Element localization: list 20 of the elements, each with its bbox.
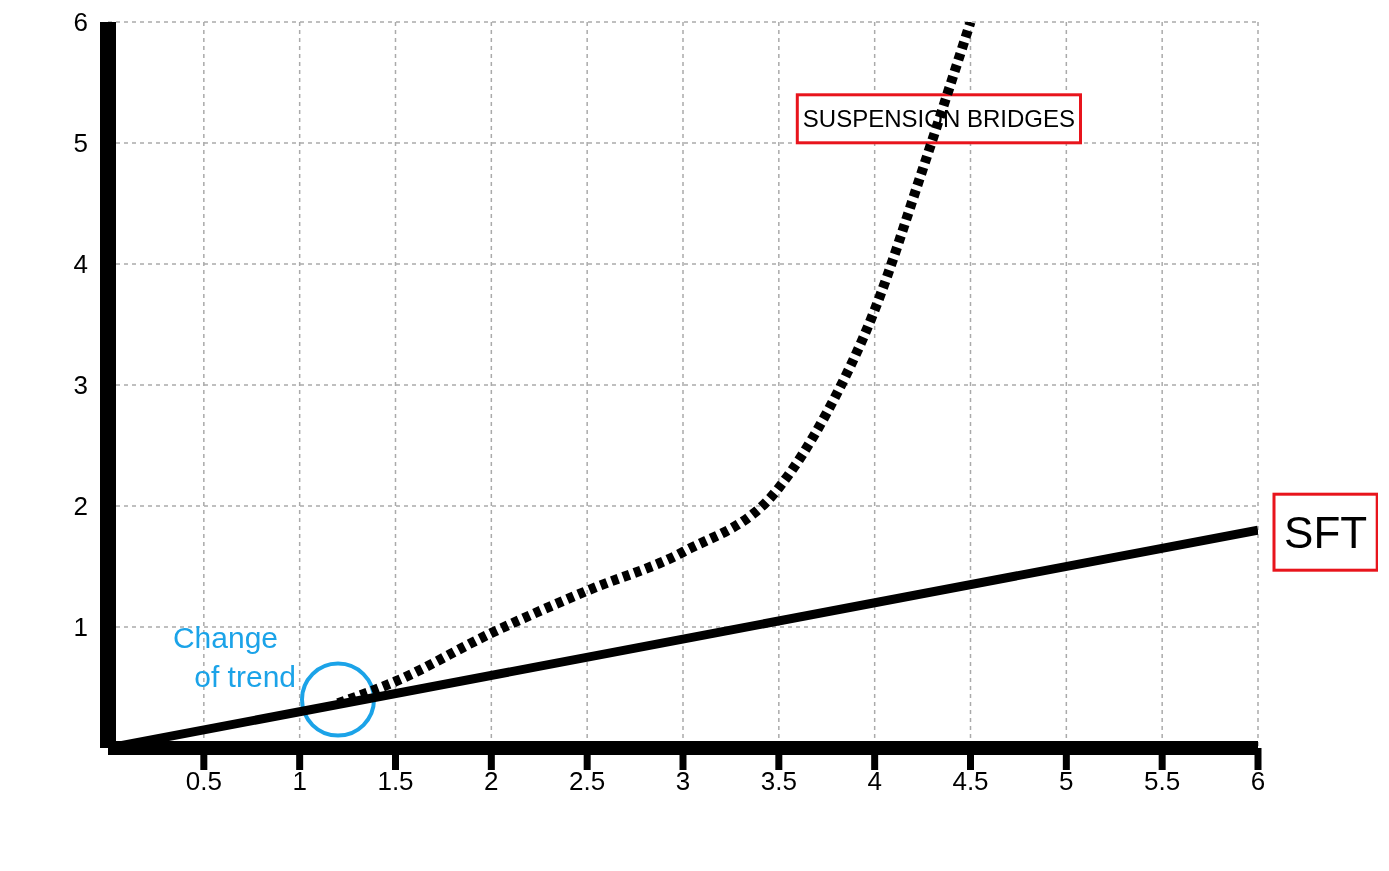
y-tick-label: 6: [73, 7, 88, 38]
x-tick-label: 3.5: [760, 766, 797, 797]
y-tick-label: 5: [73, 128, 88, 159]
x-tick-label: 2: [484, 766, 499, 797]
x-tick-label: 2.5: [569, 766, 606, 797]
x-tick-label: 4: [867, 766, 882, 797]
y-tick-label: 2: [73, 491, 88, 522]
y-tick-label: 4: [73, 249, 88, 280]
annotation: Change of trend: [172, 620, 296, 693]
x-tick-label: 0.5: [185, 766, 222, 797]
series-label: SFT: [1284, 507, 1368, 557]
y-tick-label: 1: [73, 612, 88, 643]
x-tick-label: 1: [292, 766, 307, 797]
x-tick-label: 3: [675, 766, 691, 797]
x-tick-label: 1.5: [377, 766, 414, 797]
x-tick-label: 5: [1059, 766, 1074, 797]
y-tick-label: 3: [73, 370, 88, 401]
x-tick-label: 4.5: [952, 766, 989, 797]
x-tick-label: 5.5: [1144, 766, 1181, 797]
x-tick-label: 6: [1250, 766, 1266, 797]
